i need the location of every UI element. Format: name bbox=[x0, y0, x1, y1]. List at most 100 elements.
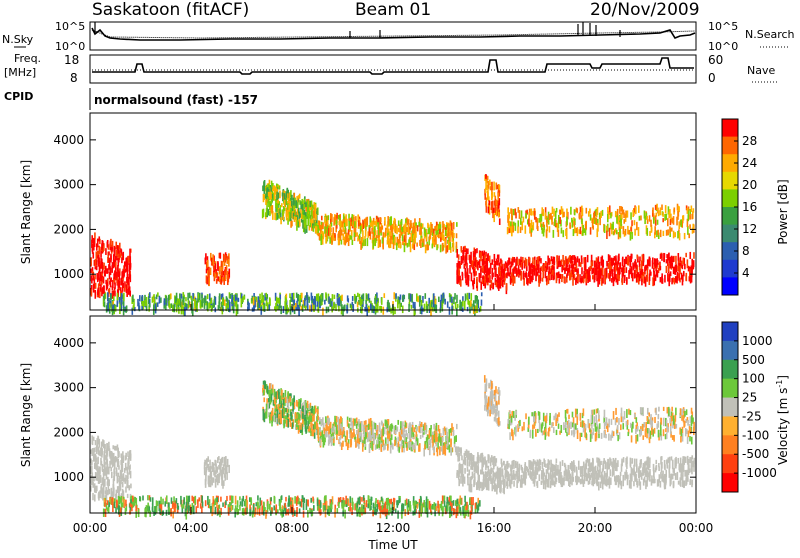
radar-echo bbox=[460, 279, 462, 286]
radar-echo bbox=[370, 222, 372, 226]
radar-echo bbox=[298, 294, 300, 301]
radar-echo bbox=[95, 486, 97, 493]
radar-echo bbox=[606, 231, 608, 239]
radar-echo bbox=[477, 463, 479, 471]
radar-echo bbox=[450, 447, 452, 455]
radar-echo bbox=[331, 214, 333, 222]
radar-echo bbox=[581, 218, 583, 224]
freq-right-tick-top: 60 bbox=[708, 53, 723, 67]
radar-echo bbox=[594, 273, 596, 280]
radar-echo bbox=[646, 228, 648, 236]
noise-left-tick-top: 10^5 bbox=[55, 20, 85, 33]
radar-echo bbox=[221, 261, 223, 267]
radar-echo bbox=[94, 275, 96, 280]
radar-echo bbox=[559, 279, 561, 284]
radar-echo bbox=[117, 295, 119, 300]
radar-echo bbox=[444, 299, 446, 305]
radar-echo bbox=[285, 390, 287, 398]
radar-echo bbox=[325, 416, 327, 422]
radar-echo bbox=[100, 475, 102, 479]
radar-echo bbox=[266, 300, 268, 306]
radar-echo bbox=[129, 464, 131, 469]
radar-echo bbox=[340, 442, 342, 447]
radar-echo bbox=[387, 444, 389, 451]
radar-echo bbox=[416, 431, 418, 437]
radar-echo bbox=[290, 306, 292, 314]
radar-echo bbox=[376, 219, 378, 226]
radar-echo bbox=[497, 185, 499, 189]
radar-echo bbox=[337, 293, 339, 297]
radar-echo bbox=[350, 304, 352, 308]
radar-echo bbox=[416, 427, 418, 432]
radar-echo bbox=[491, 479, 493, 485]
radar-echo bbox=[453, 233, 455, 238]
radar-echo bbox=[654, 226, 656, 235]
radar-echo bbox=[279, 205, 281, 213]
radar-echo bbox=[125, 258, 127, 266]
radar-echo bbox=[450, 428, 452, 433]
radar-echo bbox=[363, 425, 365, 431]
radar-echo bbox=[622, 278, 624, 285]
radar-echo bbox=[429, 303, 431, 309]
radar-echo bbox=[271, 181, 273, 187]
radar-echo bbox=[459, 447, 461, 452]
freq-label-1: Freq. bbox=[14, 52, 41, 65]
radar-echo bbox=[510, 261, 512, 267]
radar-echo bbox=[476, 248, 478, 253]
radar-echo bbox=[638, 227, 640, 236]
radar-echo bbox=[109, 303, 111, 308]
radar-echo bbox=[471, 273, 473, 282]
colorbar-tick-label: 16 bbox=[742, 200, 757, 214]
radar-echo bbox=[405, 232, 407, 238]
radar-echo bbox=[225, 268, 227, 275]
radar-echo bbox=[575, 278, 577, 285]
radar-echo bbox=[488, 484, 490, 491]
radar-echo bbox=[120, 474, 122, 479]
radar-echo bbox=[279, 185, 281, 189]
radar-echo bbox=[296, 293, 298, 298]
radar-echo bbox=[612, 472, 614, 477]
radar-echo bbox=[327, 220, 329, 225]
radar-echo bbox=[417, 296, 419, 302]
radar-echo bbox=[487, 176, 489, 181]
radar-echo bbox=[287, 391, 289, 398]
radar-echo bbox=[257, 303, 259, 311]
radar-echo bbox=[219, 472, 221, 477]
radar-echo bbox=[576, 208, 578, 213]
radar-echo bbox=[236, 307, 238, 316]
radar-echo bbox=[207, 260, 209, 267]
radar-echo bbox=[218, 305, 220, 310]
radar-echo bbox=[496, 282, 498, 287]
radar-echo bbox=[515, 259, 517, 267]
radar-echo bbox=[514, 257, 516, 263]
radar-echo bbox=[90, 459, 92, 464]
radar-echo bbox=[540, 273, 542, 282]
radar-echo bbox=[367, 238, 369, 246]
radar-echo bbox=[414, 443, 416, 450]
radar-echo bbox=[113, 296, 115, 301]
radar-echo bbox=[362, 443, 364, 452]
radar-echo bbox=[343, 430, 345, 435]
radar-echo bbox=[188, 300, 190, 309]
radar-echo bbox=[432, 244, 434, 249]
radar-echo bbox=[619, 263, 621, 268]
radar-echo bbox=[563, 261, 565, 269]
radar-echo bbox=[221, 459, 223, 465]
radar-echo bbox=[689, 277, 691, 282]
radar-echo bbox=[653, 217, 655, 224]
radar-echo bbox=[123, 490, 125, 497]
radar-echo bbox=[129, 450, 131, 455]
radar-echo bbox=[472, 261, 474, 267]
radar-echo bbox=[205, 296, 207, 303]
radar-echo bbox=[456, 222, 458, 227]
radar-echo bbox=[320, 432, 322, 436]
radar-echo bbox=[540, 258, 542, 263]
power-ylabel: Slant Range [km] bbox=[19, 160, 33, 264]
radar-echo bbox=[501, 270, 503, 276]
radar-echo bbox=[470, 479, 472, 484]
radar-echo bbox=[299, 194, 301, 199]
radar-echo bbox=[450, 220, 452, 226]
radar-echo bbox=[543, 222, 545, 227]
radar-echo bbox=[593, 213, 595, 220]
radar-echo bbox=[349, 418, 351, 422]
